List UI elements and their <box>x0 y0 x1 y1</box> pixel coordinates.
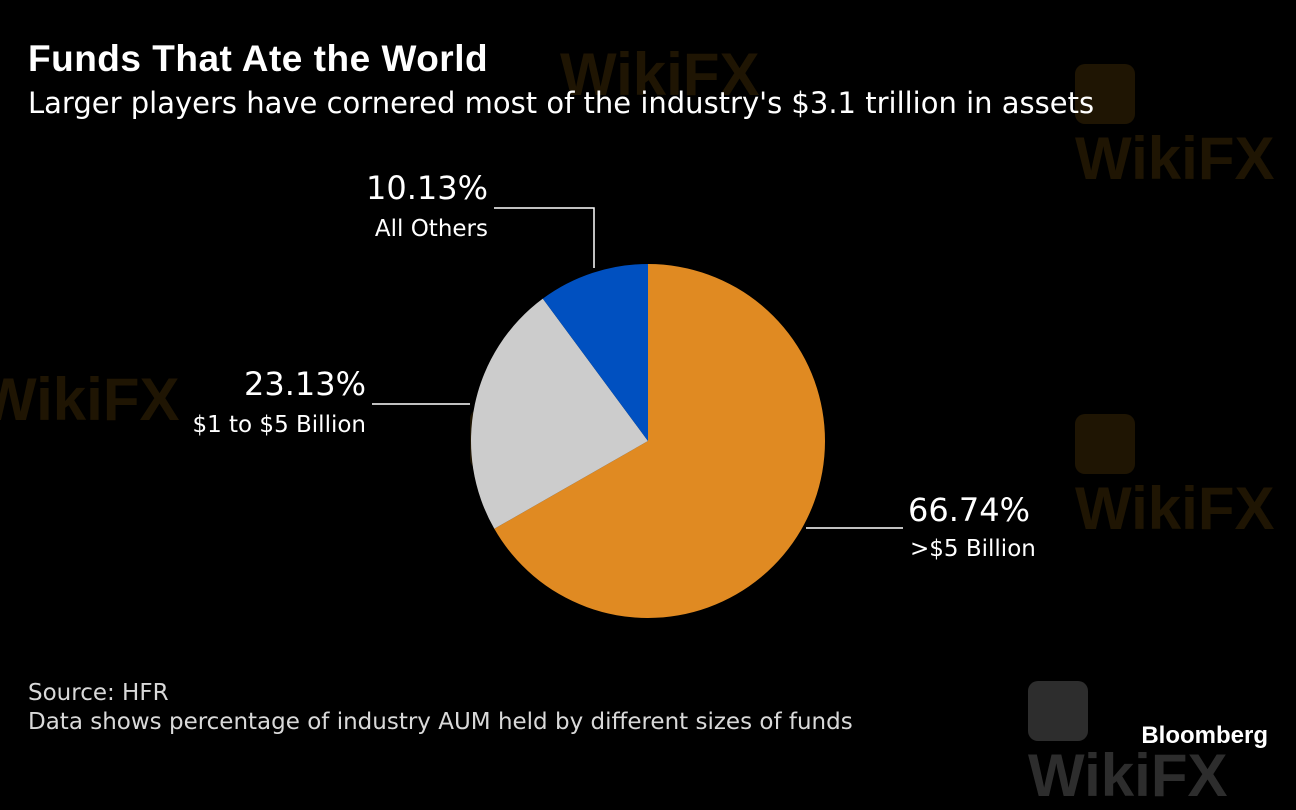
chart-subtitle: Larger players have cornered most of the… <box>28 86 1095 120</box>
category-label-1-to-5-billion: $1 to $5 Billion <box>192 412 366 438</box>
bloomberg-logo: Bloomberg <box>1141 722 1268 749</box>
data-label-1-to-5-billion: 23.13% <box>244 365 366 403</box>
source-note: Source: HFR <box>28 680 169 706</box>
data-label-all-others: 10.13% <box>366 169 488 207</box>
chart-title: Funds That Ate the World <box>28 38 489 79</box>
category-label-all-others: All Others <box>375 216 488 242</box>
pie-slice-1-to-5-billion <box>471 298 648 529</box>
data-note: Data shows percentage of industry AUM he… <box>28 709 853 735</box>
pie-slice-5-billion <box>494 264 826 619</box>
data-label-5-billion: 66.74% <box>908 491 1030 529</box>
pie-slice-all-others <box>542 264 648 441</box>
pie-chart: 66.74% >$5 Billion 23.13% $1 to $5 Billion 1… <box>192 169 1036 619</box>
category-label-5-billion: >$5 Billion <box>910 536 1036 562</box>
leader-line-all-others <box>494 207 595 268</box>
